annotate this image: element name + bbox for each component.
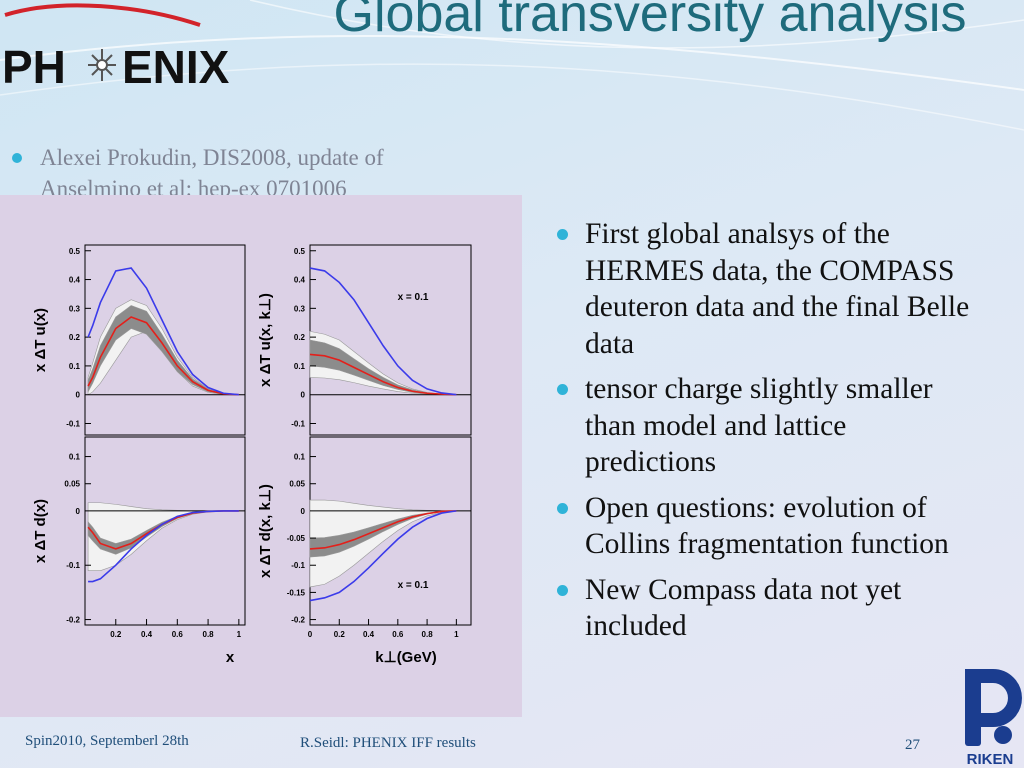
y-tick-label: -0.1	[66, 561, 80, 570]
y-tick-label: -0.1	[66, 419, 80, 428]
footer-date: Spin2010, Septemberl 28th	[25, 733, 189, 749]
bullet-list: First global analsys of the HERMES data,…	[557, 216, 980, 654]
y-tick-label: 0.1	[69, 453, 81, 462]
y-tick-label: 0.1	[294, 453, 306, 462]
x-tick-label: 0.2	[110, 630, 122, 639]
curve	[309, 510, 457, 550]
bullet: New Compass data not yet included	[557, 572, 980, 645]
x-tick-label: 0.2	[334, 630, 346, 639]
y-tick-label: 0	[301, 507, 306, 516]
x-tick-label: 0.6	[392, 630, 404, 639]
bullet: Open questions: evolution of Collins fra…	[557, 490, 980, 563]
x-axis-label: k⊥(GeV)	[375, 649, 436, 666]
x-tick-label: 1	[454, 630, 459, 639]
plot-frame	[84, 436, 246, 626]
x-tick-label: 0.8	[203, 630, 215, 639]
y-tick-label: 0.1	[69, 362, 81, 371]
y-tick-label: -0.05	[287, 534, 306, 543]
x-tick-label: 0.6	[172, 630, 184, 639]
y-tick-label: 0	[76, 507, 81, 516]
y-tick-label: -0.15	[287, 588, 306, 597]
curve	[309, 510, 457, 602]
annotation: x = 0.1	[398, 580, 429, 591]
y-tick-label: 0.4	[294, 276, 306, 285]
y-tick-label: 0	[301, 391, 306, 400]
y-tick-label: 0.05	[289, 480, 305, 489]
footer-title: R.Seidl: PHENIX IFF results	[300, 735, 476, 751]
y-tick-label: 0	[76, 391, 81, 400]
logo-text-left: PH	[2, 41, 66, 93]
y-axis-label: x ΔT u(x, k⊥)	[257, 293, 274, 387]
y-axis-label: x ΔT d(x, k⊥)	[257, 484, 274, 578]
y-tick-label: 0.1	[294, 362, 306, 371]
logo-star	[88, 49, 116, 81]
x-tick-label: 0	[308, 630, 313, 639]
y-tick-label: 0.4	[69, 276, 81, 285]
y-tick-label: 0.5	[294, 247, 306, 256]
plot-frame	[84, 244, 246, 436]
figure-background	[0, 195, 522, 717]
x-tick-label: 1	[237, 630, 242, 639]
y-tick-label: 0.2	[294, 333, 306, 342]
y-tick-label: 0.3	[294, 304, 306, 313]
riken-logo-text: RIKEN	[967, 751, 1014, 768]
curve	[88, 510, 239, 583]
bullet: tensor charge slightly smaller than mode…	[557, 371, 980, 481]
y-tick-label: 0.2	[69, 333, 81, 342]
x-tick-label: 0.4	[363, 630, 375, 639]
annotation: x = 0.1	[398, 292, 429, 303]
curve	[309, 353, 457, 396]
x-tick-label: 0.8	[422, 630, 434, 639]
y-tick-label: 0.3	[69, 304, 81, 313]
y-tick-label: 0.05	[64, 480, 80, 489]
slide-title: Global transversity analysis	[333, 0, 967, 43]
x-tick-label: 0.4	[141, 630, 153, 639]
logo-text-right: ENIX	[122, 41, 230, 93]
y-tick-label: 0.5	[69, 247, 81, 256]
y-axis-label: x ΔT u(x)	[32, 308, 49, 372]
y-tick-label: -0.2	[291, 616, 305, 625]
y-tick-label: -0.1	[291, 561, 305, 570]
bullet: First global analsys of the HERMES data,…	[557, 216, 980, 362]
figure: 0.5 0.4 0.3 0.2 0.1 0 -0.1 x ΔT u(x) 0.5 0.4 0.3 0.…	[0, 195, 522, 717]
curve	[87, 267, 239, 396]
riken-logo: RIKEN	[965, 669, 1022, 768]
y-tick-label: -0.1	[291, 419, 305, 428]
y-tick-label: -0.2	[66, 616, 80, 625]
curve	[309, 267, 457, 396]
page-number: 27	[905, 737, 920, 753]
y-axis-label: x ΔT d(x)	[32, 499, 49, 563]
curve	[87, 316, 239, 396]
x-axis-label: x	[226, 649, 235, 666]
